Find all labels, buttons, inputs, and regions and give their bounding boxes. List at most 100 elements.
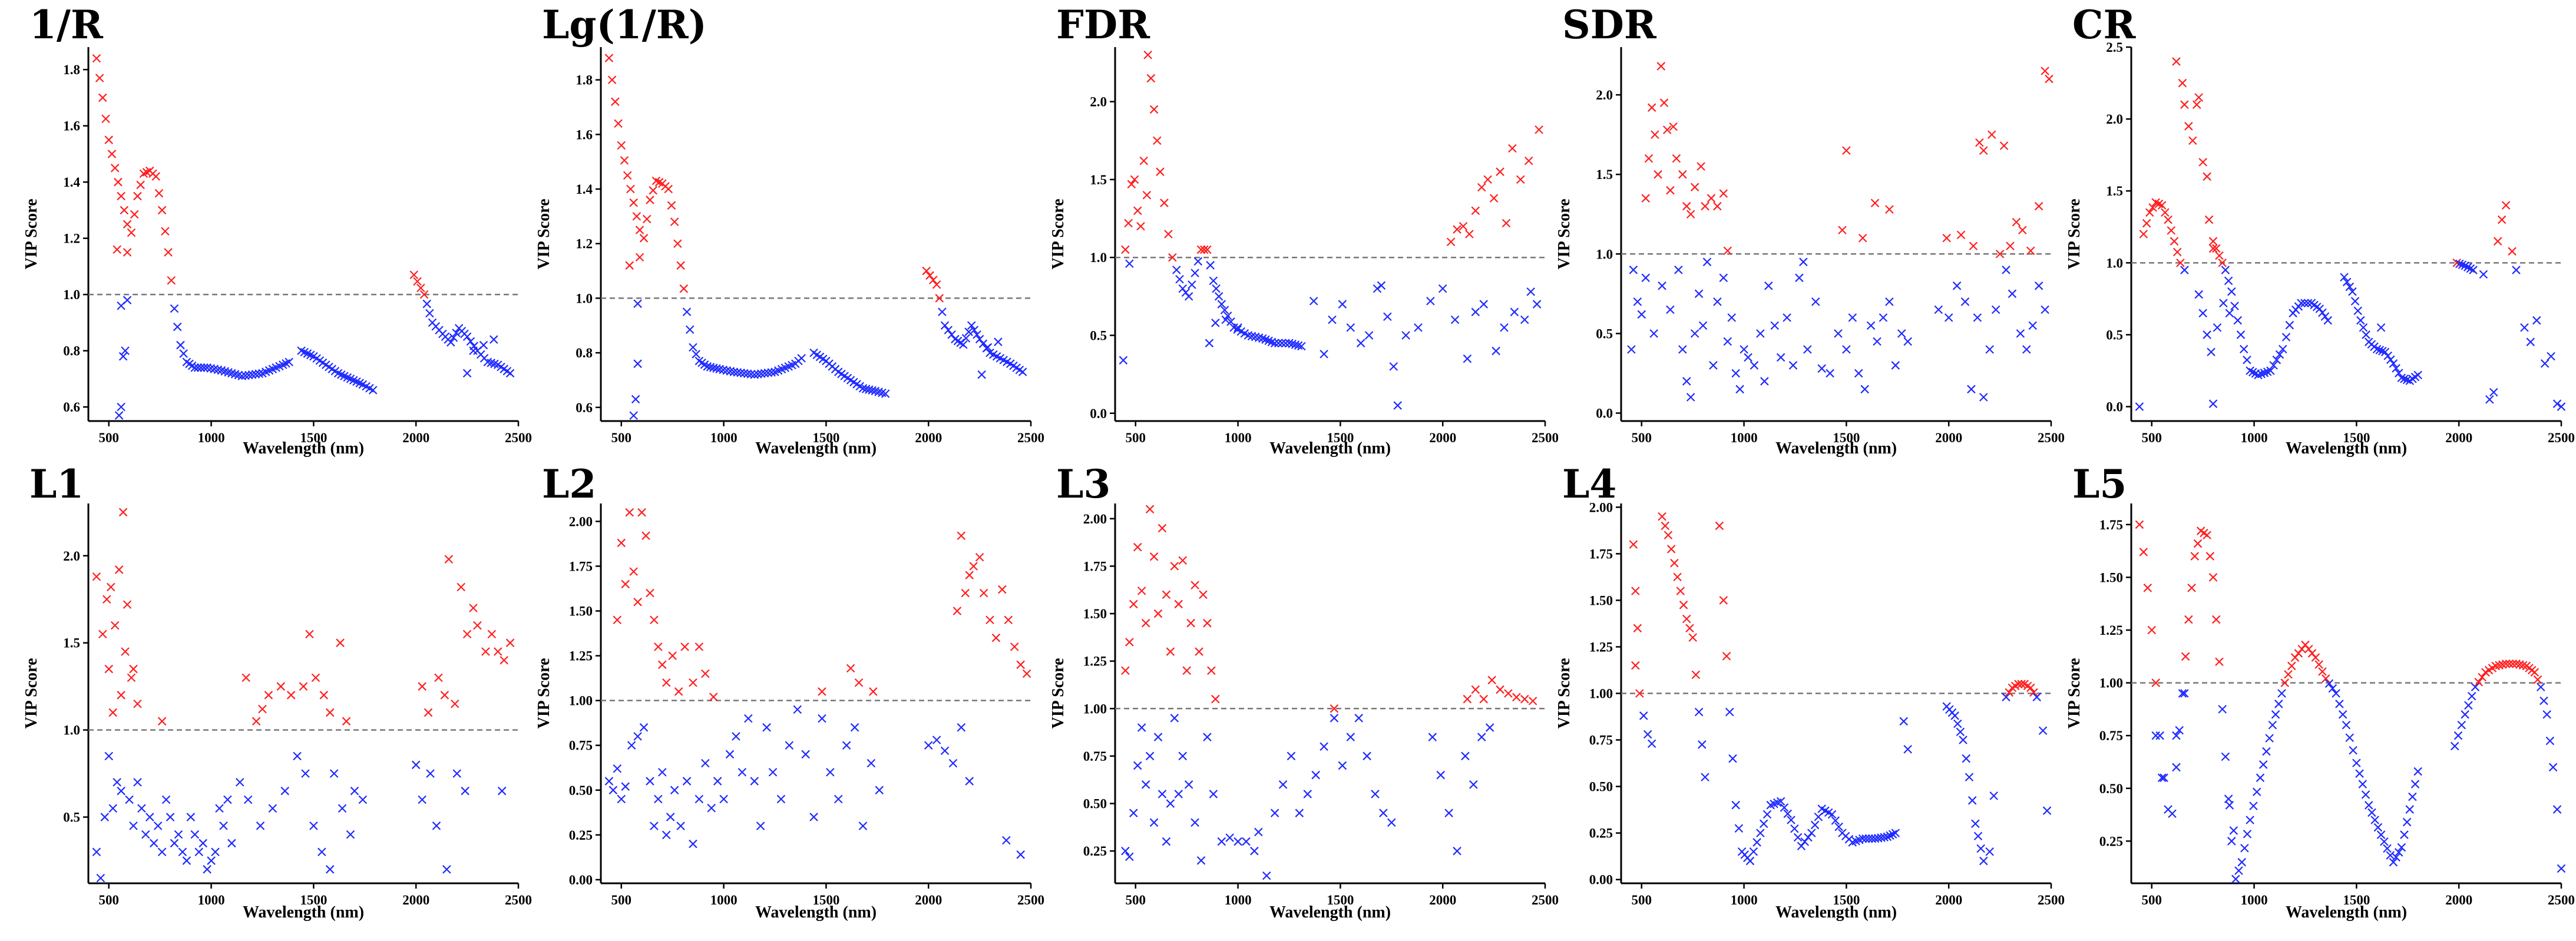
data-point-marker — [701, 669, 710, 678]
data-point-marker — [621, 579, 630, 589]
data-point-marker — [2413, 767, 2422, 776]
y-tick-label: 1.75 — [2099, 518, 2123, 532]
data-point-marker — [975, 334, 984, 344]
data-point-marker — [2225, 309, 2234, 318]
data-point-marker — [1535, 125, 1543, 134]
data-point-marker — [1479, 300, 1488, 309]
data-point-marker — [1764, 281, 1773, 290]
data-point-marker — [2230, 301, 2239, 310]
data-point-marker — [268, 804, 277, 813]
data-point-marker — [1641, 273, 1650, 283]
panel-6: L1 0.5 1.0 1.5 2.0 500 1000 1500 2000 2500 Wavelen… — [22, 461, 532, 922]
data-point-marker — [1803, 345, 1812, 354]
data-point-marker — [2187, 584, 2196, 592]
y-tick-label: 1.5 — [1596, 167, 1613, 182]
data-point-marker — [1225, 833, 1234, 842]
data-point-marker — [2515, 660, 2524, 669]
data-point-marker — [1831, 816, 1840, 825]
data-point-marker — [1903, 337, 1912, 346]
y-tick-label: 0.8 — [576, 346, 593, 360]
data-point-marker — [311, 673, 320, 682]
data-point-marker — [1516, 175, 1525, 184]
data-point-marker — [1209, 276, 1218, 286]
data-point-marker — [1212, 284, 1221, 293]
data-point-marker — [2340, 273, 2349, 282]
x-tick-label: 1500 — [1327, 430, 1354, 445]
data-point-marker — [251, 370, 260, 379]
data-point-marker — [2315, 304, 2324, 313]
data-point-marker — [413, 277, 422, 286]
data-point-marker — [243, 795, 253, 804]
data-point-marker — [2155, 731, 2164, 740]
data-point-marker — [2198, 158, 2207, 167]
data-point-marker — [418, 682, 426, 691]
data-point-marker — [1137, 587, 1146, 595]
data-point-marker — [118, 352, 128, 361]
data-point-marker — [2400, 375, 2409, 383]
data-point-marker — [1520, 315, 1529, 324]
data-point-marker — [1137, 723, 1146, 732]
data-point-marker — [256, 821, 265, 830]
data-point-marker — [2042, 806, 2052, 815]
data-point-marker — [1864, 834, 1873, 843]
data-point-marker — [658, 660, 667, 670]
data-point-marker — [1790, 824, 1799, 833]
data-point-marker — [2450, 741, 2459, 751]
data-point-marker — [1184, 292, 1193, 301]
data-point-marker — [1510, 307, 1519, 317]
data-point-marker — [646, 196, 654, 204]
data-point-marker — [1973, 831, 1983, 841]
data-point-marker — [2215, 657, 2224, 667]
y-tick-label: 1.25 — [2099, 623, 2123, 638]
data-point-marker — [712, 364, 721, 373]
data-point-marker — [1226, 317, 1235, 326]
data-point-marker — [1175, 274, 1184, 284]
data-point-marker — [2356, 316, 2365, 325]
data-point-marker — [450, 699, 459, 708]
data-point-marker — [1666, 185, 1675, 195]
data-point-marker — [613, 764, 622, 773]
data-point-marker — [1338, 761, 1347, 770]
data-point-marker — [1756, 329, 1765, 338]
data-point-marker — [1133, 542, 1142, 552]
x-axis-label: Wavelength (nm) — [755, 439, 877, 458]
y-tick-label: 2.5 — [2106, 40, 2123, 55]
data-point-marker — [2026, 246, 2035, 256]
data-point-marker — [1211, 694, 1220, 704]
data-point-marker — [1010, 642, 1019, 651]
data-point-marker — [689, 343, 697, 352]
x-tick-label: 1500 — [1833, 893, 1860, 907]
data-point-marker — [1886, 831, 1894, 840]
data-point-marker — [1153, 733, 1163, 741]
data-point-marker — [2314, 660, 2323, 669]
data-point-marker — [834, 794, 843, 804]
data-point-marker — [2203, 531, 2211, 540]
data-point-marker — [1973, 313, 1982, 322]
panel-2: Lg(1/R) 0.6 0.8 1.0 1.2 1.4 1.6 1.8 500 1000 1500 2… — [535, 2, 1044, 458]
data-point-marker — [2178, 689, 2187, 698]
data-point-marker — [2175, 725, 2184, 735]
data-point-marker — [305, 629, 314, 639]
data-point-marker — [1158, 523, 1167, 533]
data-point-marker — [2548, 763, 2558, 772]
data-point-marker — [1483, 175, 1492, 184]
data-point-marker — [2148, 203, 2157, 212]
x-axis-label: Wavelength (nm) — [2286, 903, 2407, 922]
data-point-marker — [1674, 266, 1683, 274]
x-tick-label: 2500 — [2548, 893, 2575, 907]
data-point-marker — [1656, 62, 1666, 71]
data-point-marker — [425, 309, 434, 318]
data-point-marker — [118, 508, 128, 517]
y-tick-label: 0.6 — [576, 400, 593, 415]
data-point-marker — [1659, 98, 1669, 107]
data-point-marker — [1158, 790, 1167, 798]
data-point-marker — [98, 93, 107, 102]
data-point-marker — [1166, 647, 1175, 656]
panel-title: L5 — [2072, 461, 2127, 507]
data-point-marker — [2545, 736, 2555, 745]
data-point-marker — [1750, 361, 1759, 370]
data-point-marker — [2246, 816, 2254, 824]
data-point-marker — [2028, 321, 2037, 330]
data-point-marker — [1942, 233, 1951, 243]
y-axis-label: VIP Score — [22, 658, 41, 728]
